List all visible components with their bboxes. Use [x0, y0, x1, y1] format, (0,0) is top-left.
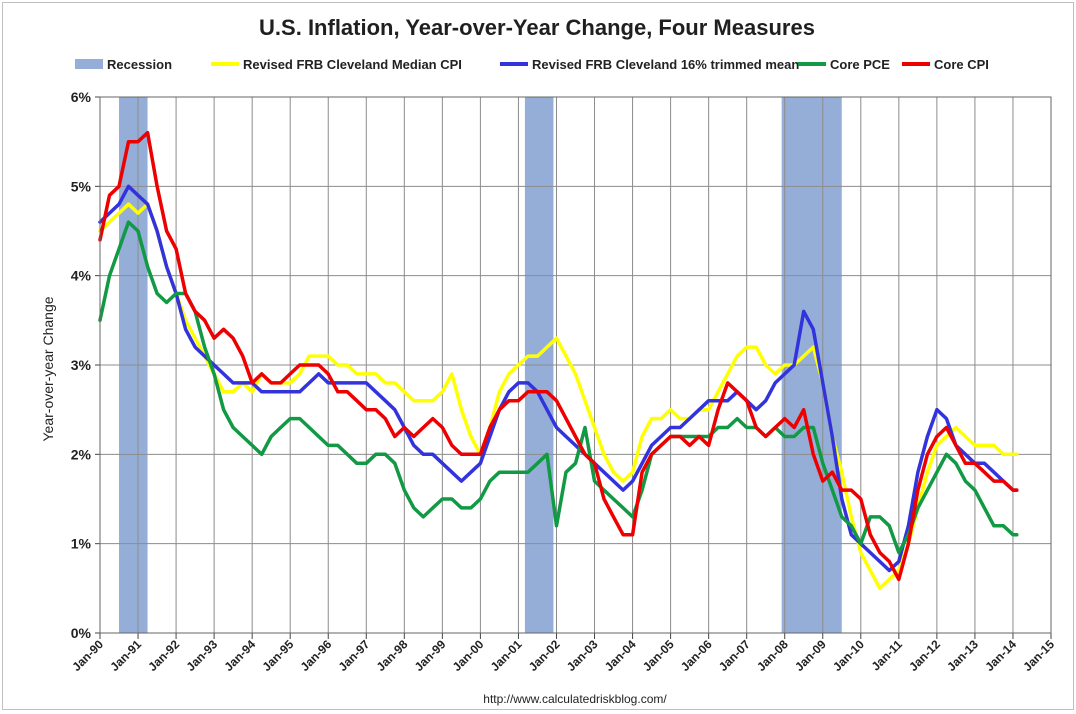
series-line-revised-frb-cleveland-16-trimmed-mean	[98, 184, 1019, 573]
x-tick-label: Jan-93	[183, 637, 220, 674]
x-tick-label: Jan-92	[145, 637, 182, 674]
chart-title: U.S. Inflation, Year-over-Year Change, F…	[259, 15, 815, 40]
chart-legend: Recession Revised FRB Cleveland Median CP…	[75, 57, 989, 72]
x-tick-label: Jan-08	[754, 637, 791, 674]
x-tick-label: Jan-03	[564, 637, 601, 674]
x-tick-label: Jan-13	[944, 637, 981, 674]
y-tick-label: 1%	[71, 536, 92, 552]
legend-item-3: Core PCE	[798, 57, 890, 72]
x-tick-label: Jan-94	[221, 637, 258, 674]
x-tick-label: Jan-09	[792, 637, 829, 674]
plot-border	[99, 96, 1052, 634]
y-tick-label: 6%	[71, 89, 92, 105]
x-tick-label: Jan-07	[716, 637, 753, 674]
series-line-core-cpi	[98, 130, 1019, 582]
y-tick-label: 2%	[71, 446, 92, 462]
legend-item-4: Core CPI	[902, 57, 989, 72]
y-tick-label: 0%	[71, 625, 92, 641]
legend-label: Core CPI	[934, 57, 989, 72]
legend-item-0: Recession	[75, 57, 172, 72]
y-tick-label: 4%	[71, 268, 92, 284]
legend-item-2: Revised FRB Cleveland 16% trimmed mean	[500, 57, 799, 72]
x-tick-label: Jan-10	[830, 637, 867, 674]
x-tick-label: Jan-95	[260, 637, 297, 674]
legend-label: Core PCE	[830, 57, 890, 72]
x-tick-label: Jan-05	[640, 637, 677, 674]
legend-item-1: Revised FRB Cleveland Median CPI	[211, 57, 462, 72]
x-tick-label: Jan-97	[336, 637, 373, 674]
x-tick-label: Jan-96	[298, 637, 335, 674]
x-tick-label: Jan-00	[450, 637, 487, 674]
x-tick-label: Jan-91	[107, 637, 144, 674]
y-axis-label: Year-over-year Change	[40, 296, 56, 441]
y-tick-label: 5%	[71, 178, 92, 194]
y-tick-label: 3%	[71, 357, 92, 373]
x-tick-label: Jan-98	[374, 637, 411, 674]
legend-label: Revised FRB Cleveland Median CPI	[243, 57, 462, 72]
x-tick-label: Jan-04	[602, 637, 639, 674]
legend-label: Recession	[107, 57, 172, 72]
source-url: http://www.calculatedriskblog.com/	[483, 692, 667, 706]
x-tick-label: Jan-90	[69, 637, 106, 674]
series-line-revised-frb-cleveland-median-cpi	[98, 202, 1019, 591]
x-tick-label: Jan-12	[906, 637, 943, 674]
x-tick-label: Jan-11	[869, 637, 906, 674]
x-tick-label: Jan-06	[678, 637, 715, 674]
x-tick-label: Jan-01	[488, 637, 525, 674]
legend-swatch	[75, 59, 103, 69]
series-line-core-pce	[98, 220, 1019, 555]
inflation-line-chart: U.S. Inflation, Year-over-Year Change, F…	[40, 15, 1057, 706]
x-tick-label: Jan-02	[526, 637, 563, 674]
x-tick-label: Jan-14	[982, 637, 1019, 674]
x-tick-label: Jan-99	[412, 637, 449, 674]
legend-label: Revised FRB Cleveland 16% trimmed mean	[532, 57, 799, 72]
plot-area: Jan-90 Jan-91 Jan-92 Jan-93 Jan-94 Jan-95 Jan-…	[69, 89, 1057, 674]
x-tick-label: Jan-15	[1020, 637, 1057, 674]
